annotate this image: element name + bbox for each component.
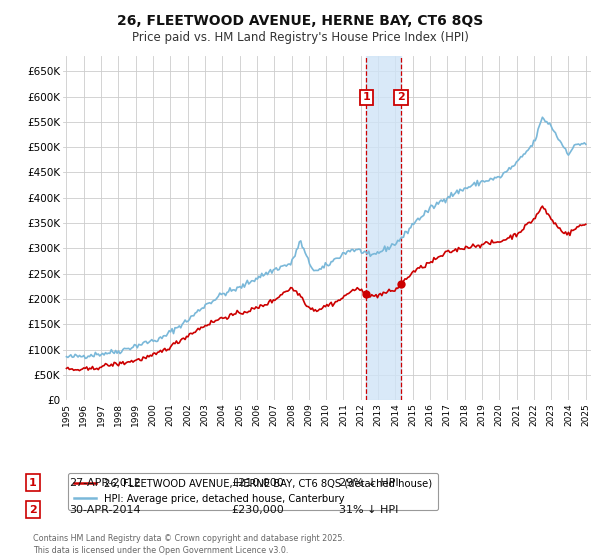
Text: 2: 2: [397, 92, 405, 102]
Text: 1: 1: [29, 478, 37, 488]
Bar: [366, 56, 401, 400]
Text: 2: 2: [29, 505, 37, 515]
Text: 1: 1: [362, 92, 370, 102]
Text: £230,000: £230,000: [231, 505, 284, 515]
Text: 30-APR-2014: 30-APR-2014: [69, 505, 140, 515]
Text: Contains HM Land Registry data © Crown copyright and database right 2025.
This d: Contains HM Land Registry data © Crown c…: [33, 534, 345, 555]
Text: 31% ↓ HPI: 31% ↓ HPI: [339, 505, 398, 515]
Text: Price paid vs. HM Land Registry's House Price Index (HPI): Price paid vs. HM Land Registry's House …: [131, 31, 469, 44]
Text: £210,000: £210,000: [231, 478, 284, 488]
Text: 26, FLEETWOOD AVENUE, HERNE BAY, CT6 8QS: 26, FLEETWOOD AVENUE, HERNE BAY, CT6 8QS: [117, 14, 483, 28]
Text: 29% ↓ HPI: 29% ↓ HPI: [339, 478, 398, 488]
Text: 27-APR-2012: 27-APR-2012: [69, 478, 141, 488]
Legend: 26, FLEETWOOD AVENUE, HERNE BAY, CT6 8QS (detached house), HPI: Average price, d: 26, FLEETWOOD AVENUE, HERNE BAY, CT6 8QS…: [68, 473, 438, 510]
